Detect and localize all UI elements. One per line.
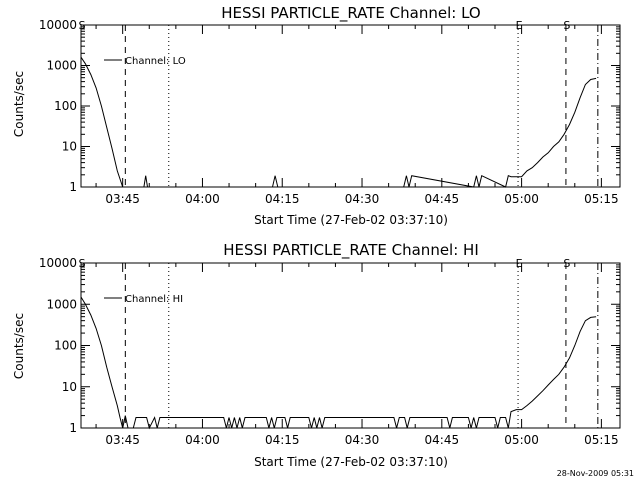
lo-y-tick-label: 10 [62,140,77,154]
lo-plot-frame [80,24,621,188]
hi-y-tick-label: 10000 [39,256,77,270]
lo-channel-panel: HESSI PARTICLE_RATE Channel: LO Start Ti… [12,4,621,227]
hi-event-marker-label: S [79,257,86,270]
footer-timestamp: 28-Nov-2009 05:31 [557,469,634,478]
hi-series-line [80,296,597,430]
hi-chart-title: HESSI PARTICLE_RATE Channel: HI [223,241,479,260]
lo-event-marker-label: E [516,19,523,32]
lo-x-axis-label: Start Time (27-Feb-02 03:37:10) [254,213,448,227]
lo-x-tick-label: 05:15 [584,192,619,206]
lo-legend-label: Channel: LO [125,56,186,67]
hi-plot-frame [80,262,621,429]
lo-x-tick-label: 04:30 [345,192,380,206]
hi-x-tick-label: 04:30 [345,433,380,447]
hi-x-tick-label: 04:45 [425,433,460,447]
hi-legend-label: Channel: HI [125,294,183,305]
lo-x-tick-label: 04:15 [265,192,300,206]
hi-y-tick-label: 100 [54,339,77,353]
lo-y-axis-label: Counts/sec [12,71,26,137]
lo-y-tick-label: 1000 [46,59,77,73]
hi-channel-panel: HESSI PARTICLE_RATE Channel: HI Start Ti… [12,241,621,469]
hi-x-tick-label: 03:45 [105,433,140,447]
lo-y-tick-label: 10000 [39,18,77,32]
lo-x-tick-label: 04:45 [425,192,460,206]
hi-y-tick-label: 1 [69,421,77,435]
hi-y-tick-label: 10 [62,380,77,394]
hi-x-tick-label: 05:00 [504,433,539,447]
lo-y-tick-label: 100 [54,99,77,113]
hi-event-marker-label: S [563,257,570,270]
lo-chart-title: HESSI PARTICLE_RATE Channel: LO [221,4,480,23]
lo-event-marker-label: S [79,19,86,32]
lo-x-tick-label: 05:00 [504,192,539,206]
lo-y-tick-label: 1 [69,180,77,194]
hi-x-tick-label: 05:15 [584,433,619,447]
hi-x-tick-label: 04:00 [185,433,220,447]
lo-series-line [80,56,597,188]
lo-x-tick-label: 03:45 [105,192,140,206]
hi-event-marker-label: E [516,257,523,270]
hi-y-tick-label: 1000 [46,297,77,311]
lo-x-tick-label: 04:00 [185,192,220,206]
hi-x-tick-label: 04:15 [265,433,300,447]
hi-y-axis-label: Counts/sec [12,313,26,379]
lo-event-marker-label: S [563,19,570,32]
hi-x-axis-label: Start Time (27-Feb-02 03:37:10) [254,455,448,469]
